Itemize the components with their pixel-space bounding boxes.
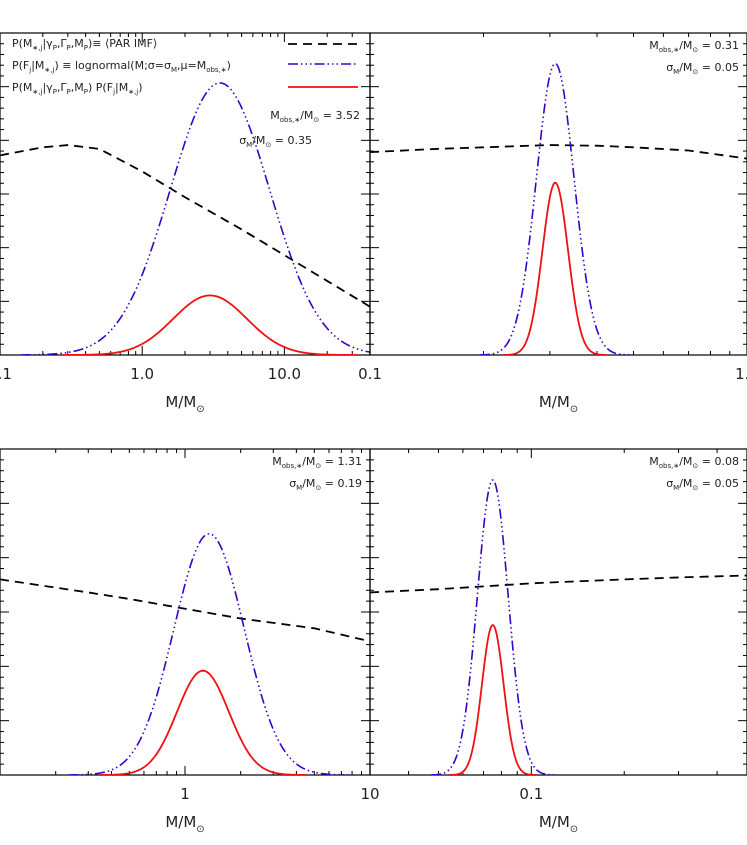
x-tick-label: 0.1 bbox=[519, 785, 543, 803]
series-imf-line bbox=[370, 144, 747, 160]
panel-first: 0.1 1.0 10.0 M/M⊙ Mobs,∗/M⊙ = 3.52 σM/M⊙ = 0.… bbox=[0, 32, 371, 415]
series-lognormal-line bbox=[68, 532, 350, 775]
legend-entry-product: P(M∗,j|γP,ΓP,MP) P(Fj|M∗,j) bbox=[12, 81, 143, 96]
annotation-mobs: Mobs,∗/M⊙ = 3.52 bbox=[270, 109, 360, 124]
y-axis-ticks bbox=[0, 448, 370, 776]
legend-entry-imf: P(M∗,j|γP,ΓP,MP)≡ ⟨PAR IMF⟩ bbox=[12, 37, 157, 52]
series-lognormal-line bbox=[20, 82, 370, 355]
panel-fourth: 0.1 M/M⊙ Mobs,∗/M⊙ = 0.08 σM/M⊙ = 0.05 bbox=[369, 448, 747, 835]
x-tick-label: 10 bbox=[360, 785, 379, 803]
annotation-sigma: σM/M⊙ = 0.19 bbox=[289, 477, 362, 492]
legend: P(M∗,j|γP,ΓP,MP)≡ ⟨PAR IMF⟩ P(Fj|M∗,j) ≡… bbox=[12, 37, 358, 96]
x-tick-label: 1.0 bbox=[130, 365, 154, 383]
y-axis-ticks bbox=[0, 32, 370, 356]
x-axis-ticks bbox=[369, 449, 747, 775]
x-tick-label: 1 bbox=[180, 785, 190, 803]
annotation-mobs: Mobs,∗/M⊙ = 0.31 bbox=[649, 39, 739, 54]
x-tick-label: 0.1 bbox=[0, 365, 12, 383]
x-axis-label: M/M⊙ bbox=[539, 813, 578, 835]
plot-frame bbox=[369, 448, 747, 776]
x-axis-label: M/M⊙ bbox=[165, 813, 204, 835]
x-tick-label: 10.0 bbox=[268, 365, 301, 383]
plot-frame bbox=[0, 448, 371, 776]
panel-second: 0.1 1.0 M/M⊙ Mobs,∗/M⊙ = 0.31 σM/M⊙ = 0.05 bbox=[358, 32, 747, 415]
plot-frame bbox=[369, 32, 747, 356]
series-product-line bbox=[449, 624, 536, 775]
series-imf-line bbox=[0, 144, 370, 308]
series-lognormal-line bbox=[479, 62, 631, 355]
annotation-mobs: Mobs,∗/M⊙ = 1.31 bbox=[272, 455, 362, 470]
series-lognormal-line bbox=[431, 479, 555, 775]
series-product-line bbox=[99, 669, 307, 775]
series-imf-line bbox=[0, 578, 370, 643]
x-tick-label: 1.0 bbox=[735, 365, 747, 383]
x-tick-label: 0.1 bbox=[358, 365, 382, 383]
annotation-mobs: Mobs,∗/M⊙ = 0.08 bbox=[649, 455, 739, 470]
x-axis-ticks bbox=[369, 33, 747, 355]
annotation-sigma: σM/M⊙ = 0.35 bbox=[239, 134, 312, 149]
legend-entry-lognormal: P(Fj|M∗,j) ≡ lognormal(M;σ=σM,μ=Mobs,∗) bbox=[12, 59, 231, 74]
panel-third: 1 10 M/M⊙ Mobs,∗/M⊙ = 1.31 σM/M⊙ = 0.19 bbox=[0, 448, 380, 835]
series-product-line bbox=[503, 181, 607, 355]
series-imf-line bbox=[370, 574, 747, 594]
x-axis-ticks bbox=[0, 449, 371, 775]
annotation-sigma: σM/M⊙ = 0.05 bbox=[666, 477, 739, 492]
y-axis-ticks bbox=[370, 448, 747, 776]
series-product-line bbox=[62, 294, 358, 355]
x-axis-label: M/M⊙ bbox=[539, 393, 578, 415]
annotation-sigma: σM/M⊙ = 0.05 bbox=[666, 61, 739, 76]
x-axis-label: M/M⊙ bbox=[165, 393, 204, 415]
y-axis-ticks bbox=[370, 32, 747, 356]
